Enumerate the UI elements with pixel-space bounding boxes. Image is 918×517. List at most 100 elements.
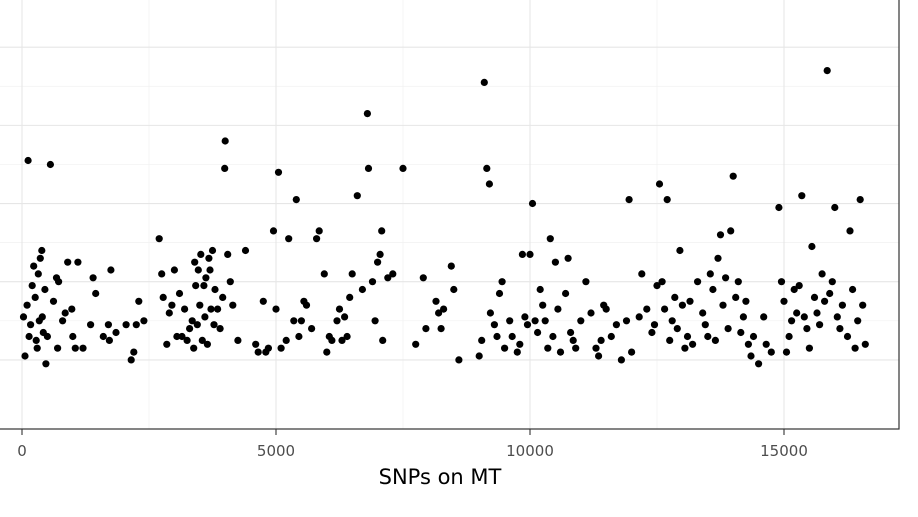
data-points xyxy=(19,67,869,368)
data-point-72 xyxy=(203,340,211,348)
data-point-57 xyxy=(181,305,189,313)
data-point-218 xyxy=(709,285,717,294)
data-point-145 xyxy=(480,78,488,86)
data-point-133 xyxy=(412,340,420,348)
data-point-259 xyxy=(826,289,834,298)
data-point-49 xyxy=(159,293,167,301)
data-point-219 xyxy=(711,336,720,344)
data-point-268 xyxy=(851,344,859,352)
data-point-1 xyxy=(21,352,29,360)
data-point-40 xyxy=(112,328,120,337)
data-point-117 xyxy=(343,332,351,341)
data-point-113 xyxy=(333,317,341,325)
data-point-262 xyxy=(833,313,841,321)
data-point-38 xyxy=(105,336,113,344)
data-point-25 xyxy=(59,317,67,325)
data-point-241 xyxy=(780,297,788,305)
data-point-269 xyxy=(854,317,862,325)
data-point-175 xyxy=(564,254,572,262)
data-point-266 xyxy=(846,227,854,235)
data-point-191 xyxy=(625,196,633,204)
data-point-204 xyxy=(668,317,676,325)
x-tick-label-0: 0 xyxy=(17,442,27,460)
data-point-129 xyxy=(379,336,387,344)
data-point-189 xyxy=(617,356,626,364)
data-point-99 xyxy=(285,235,293,243)
data-point-41 xyxy=(122,321,130,329)
data-point-169 xyxy=(546,235,554,243)
data-point-214 xyxy=(699,309,707,317)
data-point-172 xyxy=(554,305,562,313)
data-point-131 xyxy=(389,270,397,278)
data-point-137 xyxy=(435,309,443,317)
data-point-257 xyxy=(821,297,829,305)
data-point-237 xyxy=(762,340,770,348)
data-point-19 xyxy=(43,332,52,341)
data-point-76 xyxy=(208,246,217,255)
data-point-255 xyxy=(816,321,824,329)
data-point-33 xyxy=(87,321,95,329)
data-point-228 xyxy=(734,278,742,286)
x-axis-title: SNPs on MT xyxy=(379,465,502,489)
data-point-173 xyxy=(556,348,565,356)
data-point-101 xyxy=(292,196,300,204)
data-point-100 xyxy=(290,317,298,325)
data-point-181 xyxy=(587,309,595,317)
data-point-226 xyxy=(729,172,737,180)
data-point-260 xyxy=(828,278,836,286)
data-point-119 xyxy=(348,270,356,278)
data-point-154 xyxy=(506,317,514,325)
data-point-234 xyxy=(749,332,758,341)
data-point-203 xyxy=(666,336,674,344)
data-point-5 xyxy=(27,321,35,329)
data-point-51 xyxy=(165,309,173,317)
data-point-208 xyxy=(678,301,687,309)
data-point-147 xyxy=(485,180,493,188)
data-point-31 xyxy=(74,258,82,266)
data-point-124 xyxy=(368,278,377,286)
data-point-118 xyxy=(346,293,354,301)
data-point-238 xyxy=(767,348,775,356)
data-point-264 xyxy=(838,301,847,309)
data-point-141 xyxy=(450,285,458,294)
data-point-91 xyxy=(259,297,267,305)
data-point-103 xyxy=(297,317,305,325)
data-point-230 xyxy=(739,313,748,321)
data-point-232 xyxy=(744,340,753,348)
data-point-7 xyxy=(30,262,38,270)
data-point-11 xyxy=(34,270,42,278)
data-point-97 xyxy=(277,344,285,352)
data-point-29 xyxy=(69,332,77,341)
data-point-139 xyxy=(440,305,448,313)
data-point-179 xyxy=(577,317,585,325)
major-gridlines xyxy=(0,0,899,429)
data-point-68 xyxy=(198,336,206,344)
data-point-108 xyxy=(315,227,323,235)
data-point-152 xyxy=(498,278,506,286)
data-point-77 xyxy=(210,321,218,329)
data-point-207 xyxy=(676,246,684,255)
data-point-187 xyxy=(607,332,615,341)
data-point-186 xyxy=(602,305,610,313)
data-point-44 xyxy=(132,321,140,329)
x-tick-label-3: 15000 xyxy=(760,442,808,460)
data-point-195 xyxy=(643,305,651,313)
data-point-9 xyxy=(32,336,40,344)
data-point-151 xyxy=(495,289,504,298)
data-point-123 xyxy=(364,164,373,172)
data-point-170 xyxy=(549,332,557,341)
data-point-73 xyxy=(205,254,213,262)
data-point-107 xyxy=(313,235,321,243)
data-point-34 xyxy=(89,274,97,282)
data-point-10 xyxy=(33,344,41,352)
data-point-80 xyxy=(216,325,224,333)
data-point-23 xyxy=(54,344,62,352)
data-point-28 xyxy=(68,305,76,313)
data-point-52 xyxy=(168,301,176,309)
x-tick-label-2: 10000 xyxy=(506,442,554,460)
data-point-223 xyxy=(722,274,730,282)
data-point-211 xyxy=(686,297,694,305)
data-point-235 xyxy=(755,360,763,368)
data-point-53 xyxy=(170,266,178,274)
